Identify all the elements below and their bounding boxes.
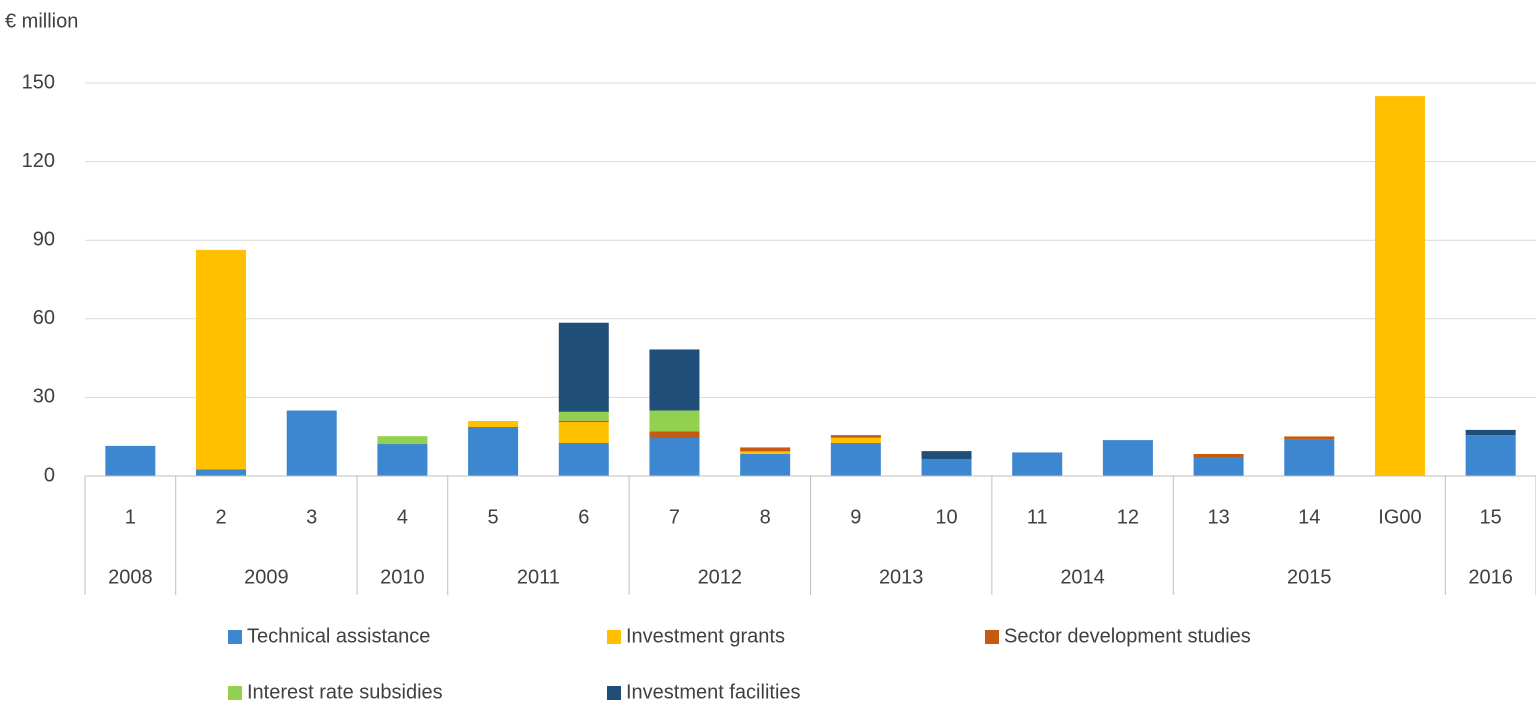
- bar-segment: [649, 349, 700, 411]
- legend-label: Investment facilities: [626, 681, 801, 703]
- bar-segment: [558, 411, 609, 421]
- legend-label: Investment grants: [626, 625, 785, 647]
- x-tick-label: IG00: [1378, 506, 1421, 528]
- x-tick-label: 4: [397, 506, 408, 528]
- x-tick-label: 2: [215, 506, 226, 528]
- bar-segment: [558, 442, 609, 476]
- bar-segment: [921, 451, 972, 459]
- bar-segment: [1193, 453, 1244, 458]
- bar-segment: [1465, 435, 1516, 476]
- x-tick-label: 10: [935, 506, 957, 528]
- x-tick-label: 15: [1480, 506, 1502, 528]
- group-label: 2009: [244, 566, 289, 588]
- bar-segment: [649, 438, 700, 476]
- bar-segment: [105, 445, 156, 476]
- y-tick-label: 90: [33, 228, 55, 250]
- bar-segment: [830, 437, 881, 443]
- bar-segment: [740, 451, 791, 454]
- group-label: 2015: [1287, 566, 1332, 588]
- bar-segment: [1012, 452, 1063, 476]
- x-tick-label: 9: [850, 506, 861, 528]
- x-tick-label: 14: [1298, 506, 1320, 528]
- bar-segment: [377, 444, 428, 476]
- y-tick-label: 120: [22, 150, 55, 172]
- x-tick-label: 13: [1207, 506, 1229, 528]
- bar-segment: [921, 458, 972, 476]
- bar-segment: [377, 436, 428, 445]
- y-axis-label: € million: [5, 10, 78, 32]
- legend-label: Technical assistance: [247, 625, 430, 647]
- x-tick-label: 7: [669, 506, 680, 528]
- bar-segment: [558, 322, 609, 412]
- x-tick-label: 6: [578, 506, 589, 528]
- bar-segment: [286, 410, 337, 476]
- bar-segment: [1465, 429, 1516, 436]
- legend-swatch: [228, 630, 242, 644]
- legend-swatch: [607, 630, 621, 644]
- x-tick-label: 1: [125, 506, 136, 528]
- legend-swatch: [228, 686, 242, 700]
- x-tick-label: 8: [760, 506, 771, 528]
- group-label: 2012: [698, 566, 743, 588]
- bar-segment: [196, 469, 247, 476]
- bar-segment: [558, 420, 609, 423]
- legend-label: Interest rate subsidies: [247, 681, 443, 703]
- y-tick-label: 60: [33, 307, 55, 329]
- x-tick-label: 5: [488, 506, 499, 528]
- group-label: 2008: [108, 566, 153, 588]
- x-tick-label: 12: [1117, 506, 1139, 528]
- y-tick-label: 150: [22, 71, 55, 93]
- legend-swatch: [985, 630, 999, 644]
- group-label: 2010: [380, 566, 425, 588]
- legend-label: Sector development studies: [1004, 625, 1251, 647]
- bar-segment: [740, 453, 791, 476]
- bar-segment: [468, 420, 519, 428]
- bar-segment: [468, 427, 519, 476]
- bar-segment: [1284, 436, 1335, 440]
- x-tick-label: 11: [1027, 506, 1048, 528]
- bar-segment: [1102, 440, 1153, 476]
- y-tick-label: 0: [44, 464, 55, 486]
- bar-segment: [1374, 96, 1425, 476]
- bar-segment: [649, 410, 700, 432]
- bar-segment: [830, 435, 881, 438]
- bar-segment: [1284, 439, 1335, 476]
- group-label: 2014: [1060, 566, 1105, 588]
- legend-swatch: [607, 686, 621, 700]
- y-tick-label: 30: [33, 386, 55, 408]
- group-label: 2016: [1468, 566, 1513, 588]
- bar-segment: [196, 249, 247, 470]
- bar-segment: [1193, 457, 1244, 476]
- group-label: 2011: [517, 566, 560, 588]
- bar-segment: [740, 447, 791, 452]
- bar-segment: [830, 442, 881, 476]
- bar-segment: [649, 431, 700, 439]
- group-label: 2013: [879, 566, 924, 588]
- bar-segment: [558, 422, 609, 443]
- x-tick-label: 3: [306, 506, 317, 528]
